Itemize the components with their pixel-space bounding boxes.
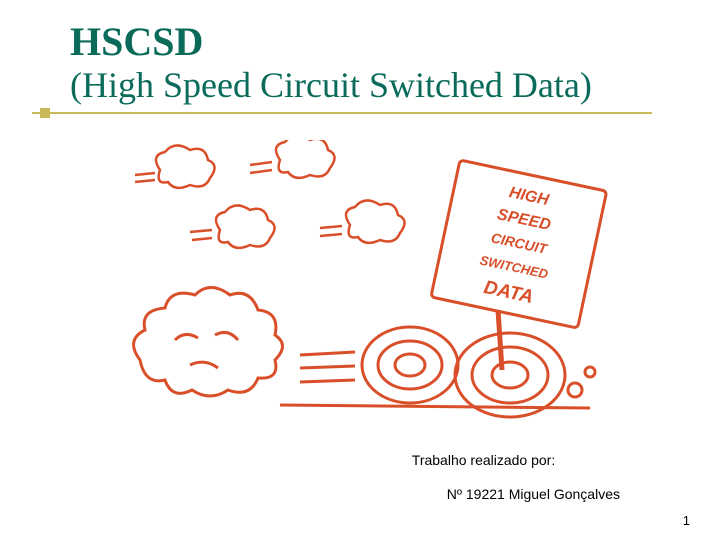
footer-credits: Trabalho realizado por: Nº 19221 Miguel …: [412, 452, 620, 502]
footer-label: Trabalho realizado por:: [412, 452, 620, 468]
speed-data-illustration: HIGH SPEED CIRCUIT SWITCHED DATA: [120, 140, 620, 420]
footer-author: Nº 19221 Miguel Gonçalves: [412, 486, 620, 502]
title-subtitle: (High Speed Circuit Switched Data): [70, 64, 680, 107]
title-underline: [32, 112, 652, 114]
accent-square: [40, 108, 50, 118]
page-number: 1: [683, 513, 690, 528]
title-block: HSCSD (High Speed Circuit Switched Data): [70, 20, 680, 107]
title-main: HSCSD: [70, 20, 680, 64]
